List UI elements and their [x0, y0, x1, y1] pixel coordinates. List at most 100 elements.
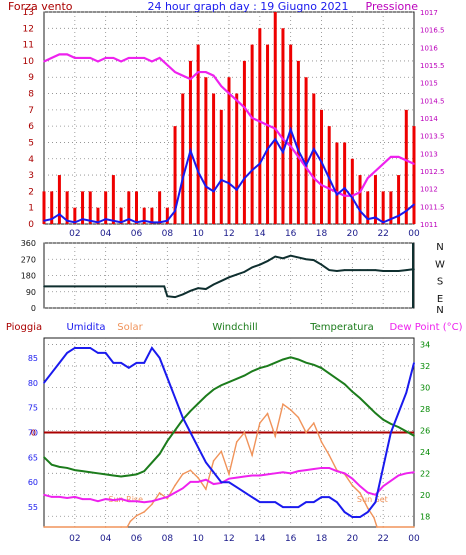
humidity-point [143, 362, 146, 364]
pressure-point [174, 71, 176, 73]
solar-point [305, 431, 307, 434]
pressure-point [390, 156, 392, 158]
humidity-point [320, 496, 323, 498]
dewpoint-point [336, 470, 338, 472]
wind-average-point [259, 162, 261, 165]
dewpoint-point [104, 498, 107, 500]
x-tick-label: 00 [408, 229, 420, 239]
x-tick-label: 14 [254, 534, 266, 544]
direction-point [282, 257, 284, 260]
direction-point [320, 263, 323, 266]
legend-label: Windchill [212, 322, 257, 333]
temperature-tick-label: 26 [420, 426, 430, 435]
direction-point [120, 285, 122, 288]
temperature-point [166, 440, 169, 442]
pressure-point [104, 57, 107, 59]
x-tick-label: 14 [254, 229, 266, 239]
humidity-point [366, 511, 369, 513]
temperature-point [397, 426, 400, 428]
solar-point [382, 526, 384, 528]
wind-tick-label: 0 [28, 220, 34, 230]
wind-average-point [336, 193, 338, 196]
direction-point [336, 270, 338, 272]
solar-point [274, 435, 277, 438]
dewpoint-point [174, 491, 176, 494]
humidity-point [359, 516, 361, 518]
direction-point [43, 285, 45, 288]
humidity-point [390, 431, 392, 434]
humidity-point [297, 506, 300, 508]
pressure-point [158, 57, 161, 59]
humidity-point [289, 506, 292, 508]
pressure-tick-label: 1014 [420, 115, 438, 123]
x-tick-label: 12 [223, 534, 234, 544]
pressure-point [413, 163, 415, 165]
pressure-tick-label: 1015.5 [420, 62, 445, 70]
direction-point [181, 293, 184, 296]
pressure-tick-label: 1011 [420, 221, 438, 229]
wind-tick-label: 13 [23, 8, 34, 18]
humidity-point [343, 511, 346, 513]
solar-point [259, 422, 261, 424]
direction-point [343, 269, 346, 271]
solar-point [181, 473, 184, 475]
pressure-point [282, 138, 284, 140]
humidity-point [74, 347, 76, 349]
direction-point [205, 288, 207, 290]
wind-average-point [158, 221, 161, 224]
pressure-point [189, 78, 192, 80]
wind-average-point [135, 221, 138, 224]
dewpoint-point [127, 500, 130, 503]
dewpoint-point [189, 481, 192, 483]
wind-average-point [374, 216, 377, 219]
wind-average-point [50, 218, 53, 220]
wind-average-point [143, 219, 146, 222]
wind-average-point [197, 171, 199, 173]
solar-line [44, 402, 414, 528]
dewpoint-point [359, 485, 361, 487]
direction-point [374, 269, 377, 271]
direction-point [135, 285, 138, 288]
dewpoint-point [89, 498, 92, 500]
wind-average-point [243, 177, 246, 180]
x-tick-label: 02 [69, 534, 80, 544]
humidity-point [50, 372, 53, 374]
wind-average-point [166, 219, 169, 222]
direction-tick-label: 0 [31, 304, 36, 313]
dewpoint-point [297, 470, 300, 472]
temperature-point [112, 474, 115, 477]
temperature-tick-label: 34 [420, 340, 430, 349]
humidity-tick-label: 80 [28, 379, 38, 388]
temperature-point [320, 367, 323, 369]
pressure-point [112, 57, 115, 59]
temperature-tick-label: 30 [420, 383, 430, 392]
humidity-point [243, 491, 246, 493]
direction-point [259, 263, 261, 266]
solar-point [205, 488, 207, 491]
compass-label: E [437, 294, 443, 305]
wind-average-point [289, 128, 292, 131]
temperature-point [374, 412, 377, 414]
solar-point [228, 473, 230, 475]
wind-average-point [112, 219, 115, 222]
wind-average-point [382, 221, 384, 224]
pressure-point [89, 57, 92, 59]
temperature-point [89, 471, 92, 474]
direction-point [197, 287, 199, 289]
dewpoint-point [328, 467, 331, 469]
pressure-point [312, 177, 315, 179]
dewpoint-point [312, 468, 315, 470]
direction-point [297, 256, 300, 259]
wind-tick-label: 11 [23, 41, 34, 51]
temperature-point [220, 384, 223, 387]
temperature-point [343, 383, 346, 385]
wind-tick-label: 2 [28, 187, 34, 197]
direction-point [228, 276, 230, 279]
temperature-point [259, 367, 261, 369]
direction-point [390, 270, 392, 272]
humidity-point [397, 411, 400, 414]
solar-point [413, 526, 415, 528]
pressure-point [235, 99, 238, 102]
direction-point [289, 254, 292, 257]
solar-point [373, 516, 375, 519]
